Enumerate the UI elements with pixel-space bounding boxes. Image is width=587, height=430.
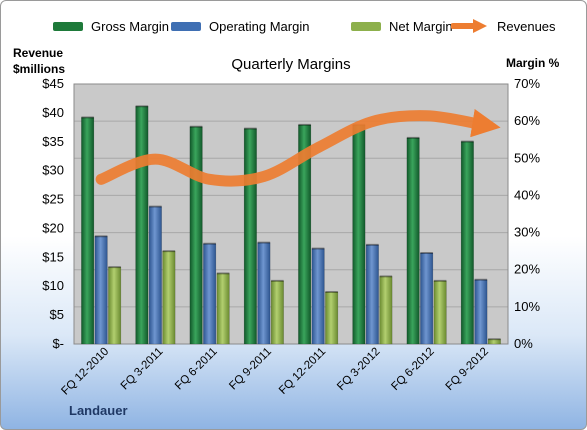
arrow-icon xyxy=(451,19,487,33)
operating-margin-bar xyxy=(311,248,325,345)
left-axis-title: Revenue xyxy=(13,46,63,60)
net-margin-bar xyxy=(433,280,447,345)
x-axis-tick-label: FQ 12-2011 xyxy=(277,346,328,397)
legend-label: Operating Margin xyxy=(209,18,310,34)
right-axis-tick-label: 10% xyxy=(514,299,540,314)
left-axis-tick-label: $45 xyxy=(42,76,64,91)
net-margin-bar xyxy=(379,276,393,345)
x-axis-tick-label: FQ 9-2012 xyxy=(444,346,491,393)
net-margin-bar xyxy=(325,291,339,345)
left-axis-tick-label: $35 xyxy=(42,134,64,149)
net-margin-bar-cap xyxy=(216,272,230,275)
gross-margin-bar xyxy=(189,126,203,345)
gross-margin-bar-cap xyxy=(81,116,94,119)
operating-margin-bar xyxy=(257,242,271,345)
plot-border xyxy=(73,83,509,345)
gross-margin-bar-cap xyxy=(406,136,420,139)
x-axis-tick-label: FQ 6-2011 xyxy=(173,346,220,393)
net-margin-bar-cap xyxy=(379,275,393,278)
legend-label: Gross Margin xyxy=(91,18,170,34)
gross-margin-bar-cap xyxy=(461,140,474,143)
right-axis-tick-label: 50% xyxy=(514,150,540,165)
right-axis-tick-label: 20% xyxy=(514,262,540,277)
legend-item: Net Margin xyxy=(351,15,453,37)
net-margin-bar-cap xyxy=(488,338,501,341)
operating-margin-bar-cap xyxy=(94,235,108,238)
gross-margin-bar xyxy=(406,137,420,345)
x-axis-tick-label: FQ 3-2012 xyxy=(335,346,382,393)
net-margin-bar xyxy=(487,338,501,345)
operating-margin-bar xyxy=(148,206,162,345)
gross-margin-bar xyxy=(243,128,257,345)
right-axis-title: Margin % xyxy=(506,56,560,70)
left-axis-tick-label: $25 xyxy=(42,192,64,207)
x-axis-tick-label: FQ 3-2011 xyxy=(119,346,166,393)
legend-item: Revenues xyxy=(451,15,556,37)
left-axis-title: $millions xyxy=(13,62,65,76)
right-axis-tick-label: 0% xyxy=(514,336,533,351)
footer-label: Landauer xyxy=(69,403,128,418)
x-axis-tick-label: FQ 9-2011 xyxy=(227,346,274,393)
chart-legend: Gross Margin Operating Margin Net Margin Re… xyxy=(21,15,581,37)
legend-swatch xyxy=(351,21,381,31)
chart-title: Quarterly Margins xyxy=(231,56,350,73)
operating-margin-bar xyxy=(474,279,488,345)
legend-item: Operating Margin xyxy=(171,15,309,37)
gross-margin-bar-cap xyxy=(135,105,149,108)
legend-item: Gross Margin xyxy=(53,15,169,37)
right-axis-tick-label: 70% xyxy=(514,76,540,91)
operating-margin-bar xyxy=(94,236,108,345)
operating-margin-bar-cap xyxy=(257,241,271,244)
legend-label: Net Margin xyxy=(389,18,453,34)
operating-margin-bar xyxy=(365,244,379,345)
legend-swatch xyxy=(53,21,83,31)
net-margin-bar-cap xyxy=(162,250,176,253)
net-margin-bar-cap xyxy=(108,266,121,269)
operating-margin-bar-cap xyxy=(366,243,379,246)
left-axis-tick-label: $15 xyxy=(42,249,64,264)
gross-margin-bar-cap xyxy=(244,127,257,130)
left-axis-tick-label: $10 xyxy=(42,278,64,293)
legend-label: Revenues xyxy=(497,18,556,34)
gross-margin-bar xyxy=(81,117,95,345)
operating-margin-bar-cap xyxy=(311,247,325,250)
right-axis-tick-label: 40% xyxy=(514,187,540,202)
net-margin-bar xyxy=(162,250,176,345)
right-axis-tick-label: 30% xyxy=(514,225,540,240)
gross-margin-bar xyxy=(352,124,366,345)
gross-margin-bar xyxy=(460,141,474,345)
operating-margin-bar-cap xyxy=(420,252,433,254)
left-axis-tick-label: $5 xyxy=(50,307,64,322)
left-axis-tick-label: $40 xyxy=(42,105,64,120)
left-axis-tick-label: $30 xyxy=(42,163,64,178)
gross-margin-bar-cap xyxy=(298,123,311,126)
gross-margin-bar xyxy=(298,124,312,345)
right-axis-tick-label: 60% xyxy=(514,113,540,128)
x-axis-tick-label: FQ 12-2010 xyxy=(59,346,111,398)
net-margin-bar-cap xyxy=(325,291,338,293)
left-axis-tick-label: $20 xyxy=(42,220,64,235)
x-axis-tick-label: FQ 6-2012 xyxy=(389,346,436,393)
operating-margin-bar-cap xyxy=(149,205,162,208)
gross-margin-bar xyxy=(135,106,149,345)
net-margin-bar-cap xyxy=(271,279,284,282)
net-margin-bar xyxy=(270,280,284,345)
net-margin-bar-cap xyxy=(433,279,447,282)
operating-margin-bar-cap xyxy=(203,242,216,245)
operating-margin-bar xyxy=(420,252,434,345)
gross-margin-bar-cap xyxy=(189,125,203,128)
revenues-line xyxy=(95,108,501,187)
net-margin-bar xyxy=(108,266,122,345)
left-axis-tick-label: $- xyxy=(52,336,64,351)
operating-margin-bar-cap xyxy=(474,278,488,281)
operating-margin-bar xyxy=(203,243,217,345)
net-margin-bar xyxy=(216,273,230,345)
legend-swatch xyxy=(171,21,201,31)
